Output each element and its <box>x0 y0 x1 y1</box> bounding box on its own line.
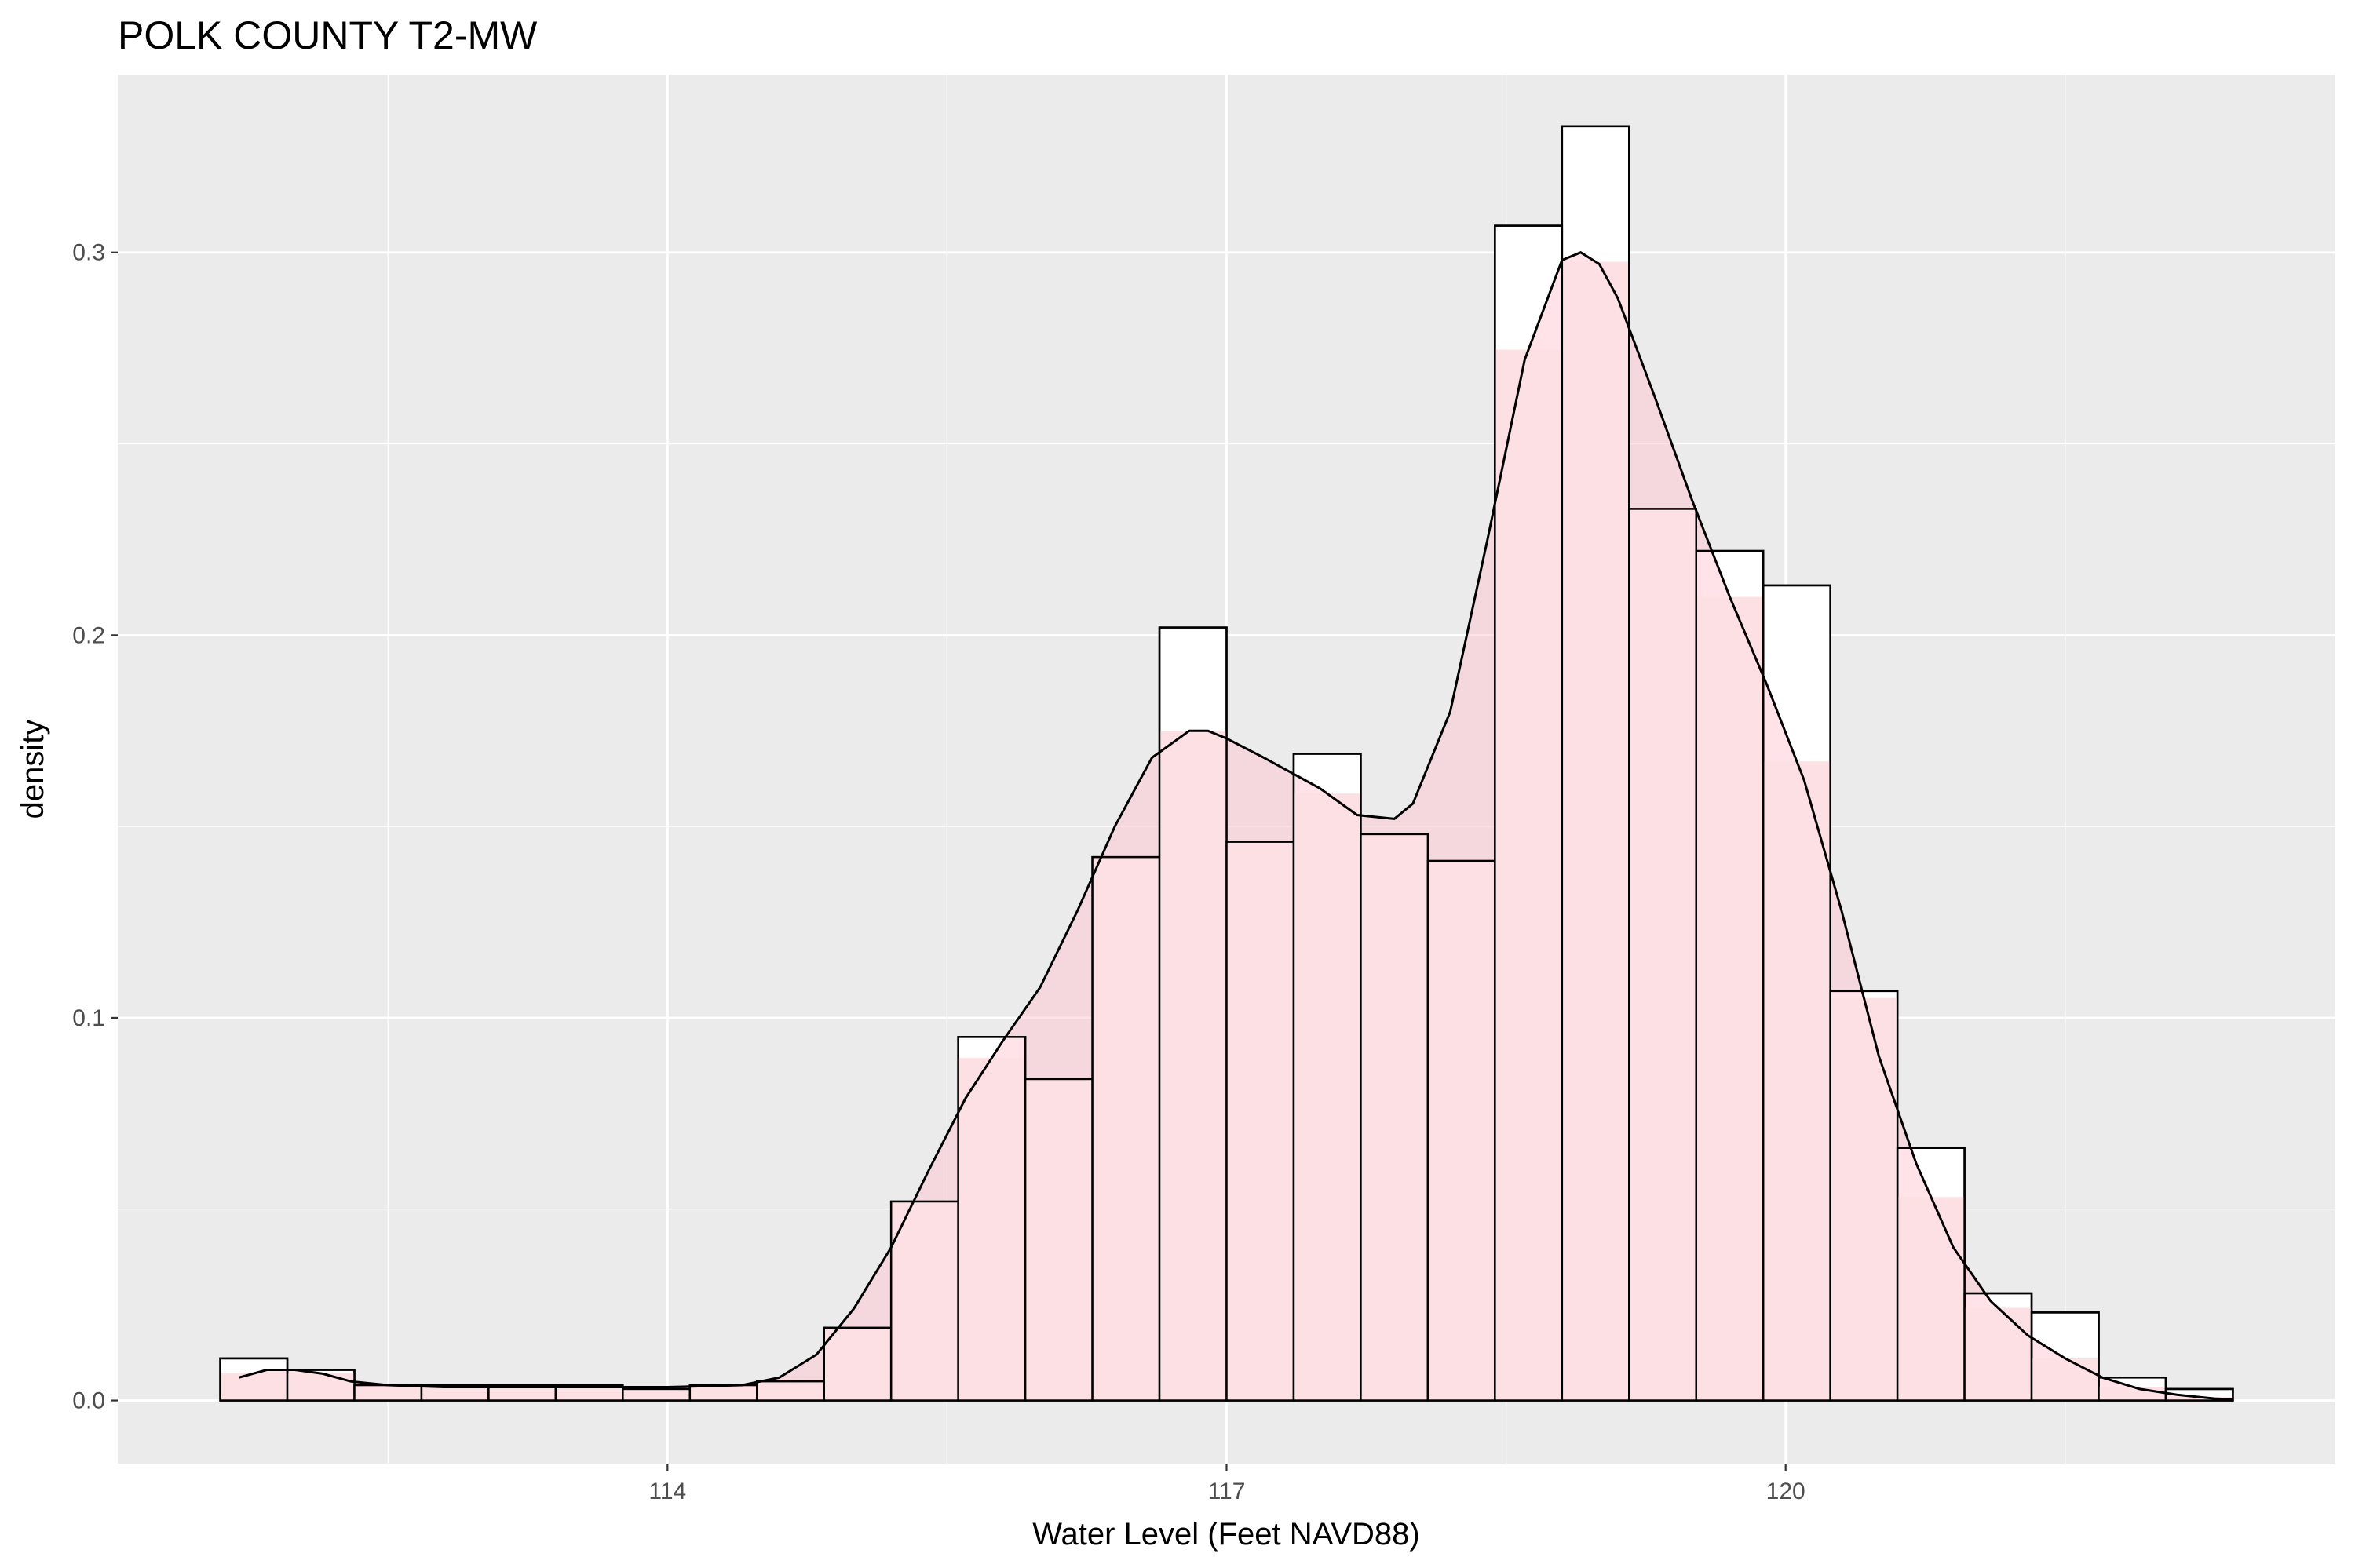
density-bar-fill <box>1561 261 1630 1401</box>
x-axis: 114 117 120 <box>648 1464 1806 1504</box>
x-tick-label: 114 <box>648 1479 686 1504</box>
density-filled-histogram-bars <box>219 125 2234 1402</box>
density-bar-fill <box>488 1387 556 1401</box>
density-bar-fill <box>757 1381 824 1401</box>
density-curve-line <box>238 251 2233 1401</box>
histogram-bar-outline <box>1896 1147 1966 1402</box>
density-bar-fill <box>1226 841 1294 1401</box>
density-bar-fill <box>555 1387 623 1401</box>
density-bar-fill <box>1427 861 1495 1401</box>
density-bar-fill <box>1092 857 1160 1401</box>
density-bar-fill <box>1830 997 1898 1401</box>
density-bar-fill <box>1495 349 1562 1401</box>
density-bar-fill <box>2165 1397 2233 1401</box>
density-bar-fill <box>1897 1197 1965 1401</box>
density-bar-fill <box>354 1385 422 1401</box>
density-bar-fill <box>1293 793 1361 1401</box>
density-bar-fill <box>1360 833 1428 1401</box>
x-tick-label: 117 <box>1208 1479 1246 1504</box>
density-bar-fill <box>2098 1386 2166 1401</box>
y-axis: 0.0 0.1 0.2 0.3 <box>72 240 118 1414</box>
density-bar-fill <box>1629 509 1696 1401</box>
y-axis-title: density <box>16 720 50 819</box>
density-bar-fill <box>823 1327 892 1401</box>
y-tick-label: 0.1 <box>72 1005 105 1031</box>
density-bar-fill <box>220 1373 288 1401</box>
density-bar-fill <box>623 1388 690 1401</box>
density-bar-fill <box>1159 731 1227 1401</box>
y-tick-label: 0.3 <box>72 240 105 266</box>
density-bar-fill <box>891 1201 958 1401</box>
density-bar-fill <box>1696 596 1764 1401</box>
density-bar-fill <box>689 1385 758 1401</box>
histogram-bar-outline <box>2164 1387 2234 1402</box>
density-bar-fill <box>2032 1358 2099 1401</box>
density-bar-fill <box>958 1058 1026 1401</box>
density-bar-fill <box>1763 761 1831 1401</box>
x-axis-title: Water Level (Feet NAVD88) <box>1032 1517 1420 1552</box>
density-bar-fill <box>1964 1307 2032 1401</box>
histogram-bar-outline <box>2030 1311 2100 1402</box>
density-bar-fill <box>287 1373 355 1401</box>
y-tick-label: 0.0 <box>72 1388 105 1414</box>
chart-title: POLK COUNTY T2-MW <box>118 13 538 57</box>
y-tick-label: 0.2 <box>72 622 105 648</box>
density-bar-fill <box>421 1387 489 1401</box>
density-bar-fill <box>1025 1078 1093 1401</box>
x-tick-label: 120 <box>1766 1479 1806 1504</box>
